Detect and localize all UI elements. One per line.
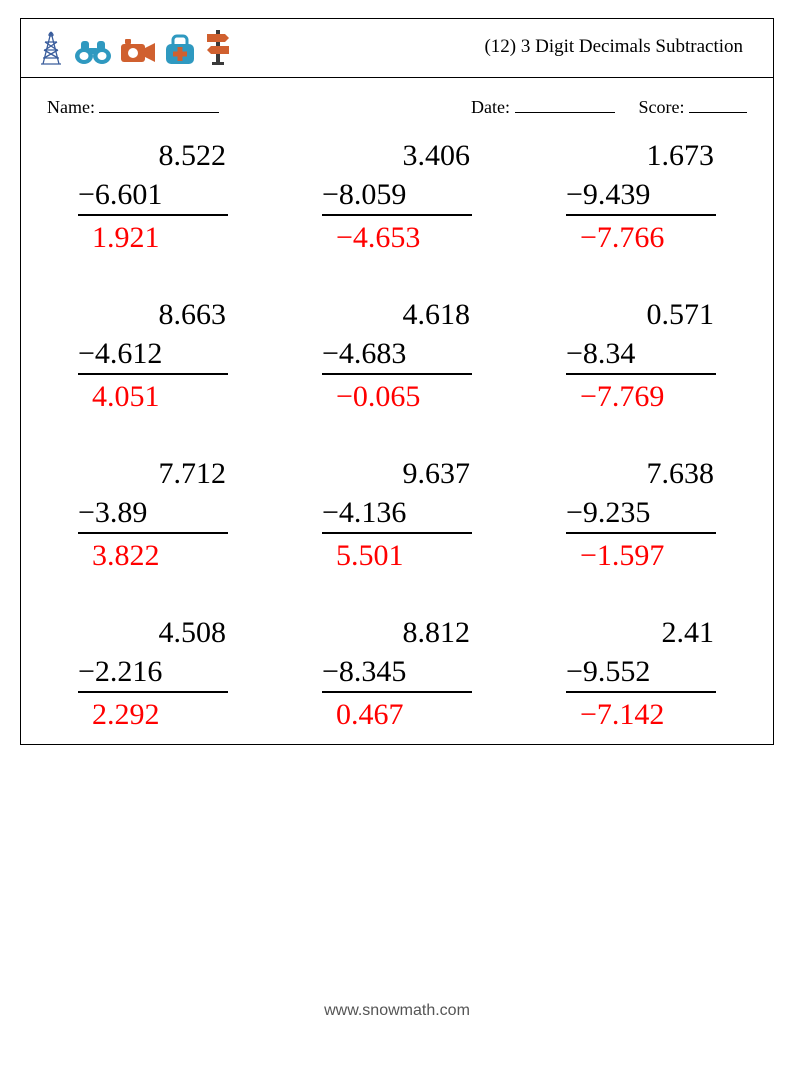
minuend: 8.522 — [78, 136, 228, 175]
answer: 3.822 — [78, 536, 228, 575]
date-field: Date: — [471, 94, 614, 118]
subtrahend: −2.216 — [78, 652, 228, 693]
answer: −1.597 — [566, 536, 716, 575]
subtrahend: −9.552 — [566, 652, 716, 693]
subtrahend: −8.059 — [322, 175, 472, 216]
minuend: 3.406 — [322, 136, 472, 175]
problems-grid: 8.522−6.6011.9213.406−8.059−4.6531.673−9… — [21, 118, 773, 734]
answer: 5.501 — [322, 536, 472, 575]
name-field: Name: — [47, 94, 471, 118]
header-icons — [35, 28, 233, 66]
name-underline[interactable] — [99, 94, 219, 113]
tower-icon — [35, 30, 67, 66]
minuend: 7.712 — [78, 454, 228, 493]
footer-url: www.snowmath.com — [0, 1002, 794, 1020]
problem: 8.663−4.6124.051 — [78, 295, 228, 416]
problem: 1.673−9.439−7.766 — [566, 136, 716, 257]
problem: 8.812−8.3450.467 — [322, 613, 472, 734]
problem: 9.637−4.1365.501 — [322, 454, 472, 575]
meta-row: Name: Date: Score: — [21, 78, 773, 118]
answer: 0.467 — [322, 695, 472, 734]
answer: 1.921 — [78, 218, 228, 257]
date-underline[interactable] — [515, 94, 615, 113]
score-label: Score: — [639, 97, 685, 117]
answer: −4.653 — [322, 218, 472, 257]
problem: 7.712−3.893.822 — [78, 454, 228, 575]
worksheet-page: (12) 3 Digit Decimals Subtraction Name: … — [20, 18, 774, 745]
minuend: 4.508 — [78, 613, 228, 652]
subtrahend: −4.683 — [322, 334, 472, 375]
camera-icon — [119, 36, 157, 66]
problem: 8.522−6.6011.921 — [78, 136, 228, 257]
answer: −7.142 — [566, 695, 716, 734]
subtrahend: −6.601 — [78, 175, 228, 216]
problem: 4.508−2.2162.292 — [78, 613, 228, 734]
answer: −7.769 — [566, 377, 716, 416]
subtrahend: −4.136 — [322, 493, 472, 534]
minuend: 9.637 — [322, 454, 472, 493]
signpost-icon — [203, 28, 233, 66]
problem: 7.638−9.235−1.597 — [566, 454, 716, 575]
problem: 3.406−8.059−4.653 — [322, 136, 472, 257]
score-underline[interactable] — [689, 94, 747, 113]
subtrahend: −8.34 — [566, 334, 716, 375]
name-label: Name: — [47, 97, 95, 117]
subtrahend: −9.439 — [566, 175, 716, 216]
firstaid-icon — [163, 34, 197, 66]
minuend: 8.663 — [78, 295, 228, 334]
subtrahend: −4.612 — [78, 334, 228, 375]
minuend: 2.41 — [566, 613, 716, 652]
answer: 2.292 — [78, 695, 228, 734]
minuend: 8.812 — [322, 613, 472, 652]
worksheet-title: (12) 3 Digit Decimals Subtraction — [484, 36, 743, 58]
minuend: 4.618 — [322, 295, 472, 334]
problem: 4.618−4.683−0.065 — [322, 295, 472, 416]
binoculars-icon — [73, 36, 113, 66]
minuend: 1.673 — [566, 136, 716, 175]
problem: 0.571−8.34−7.769 — [566, 295, 716, 416]
minuend: 7.638 — [566, 454, 716, 493]
header: (12) 3 Digit Decimals Subtraction — [21, 19, 773, 78]
problem: 2.41−9.552−7.142 — [566, 613, 716, 734]
score-field: Score: — [639, 94, 747, 118]
subtrahend: −9.235 — [566, 493, 716, 534]
subtrahend: −3.89 — [78, 493, 228, 534]
date-label: Date: — [471, 97, 510, 117]
answer: 4.051 — [78, 377, 228, 416]
subtrahend: −8.345 — [322, 652, 472, 693]
answer: −7.766 — [566, 218, 716, 257]
minuend: 0.571 — [566, 295, 716, 334]
answer: −0.065 — [322, 377, 472, 416]
